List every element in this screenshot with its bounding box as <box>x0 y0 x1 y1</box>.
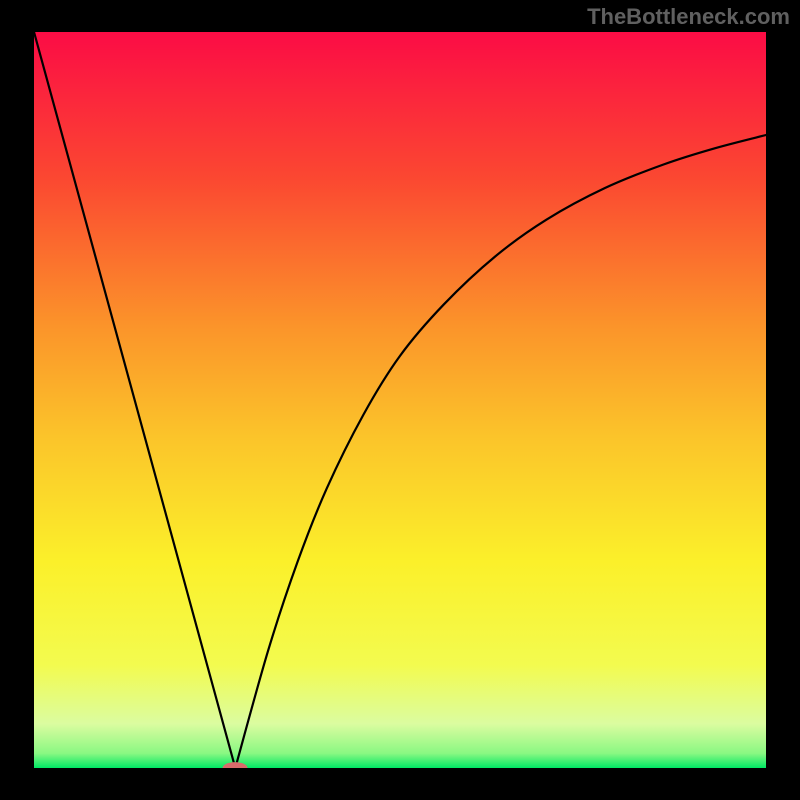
figure-container: TheBottleneck.com <box>0 0 800 800</box>
curve-path <box>34 32 766 768</box>
bottleneck-curve <box>34 32 766 768</box>
watermark-text: TheBottleneck.com <box>587 4 790 30</box>
plot-area <box>34 32 766 768</box>
